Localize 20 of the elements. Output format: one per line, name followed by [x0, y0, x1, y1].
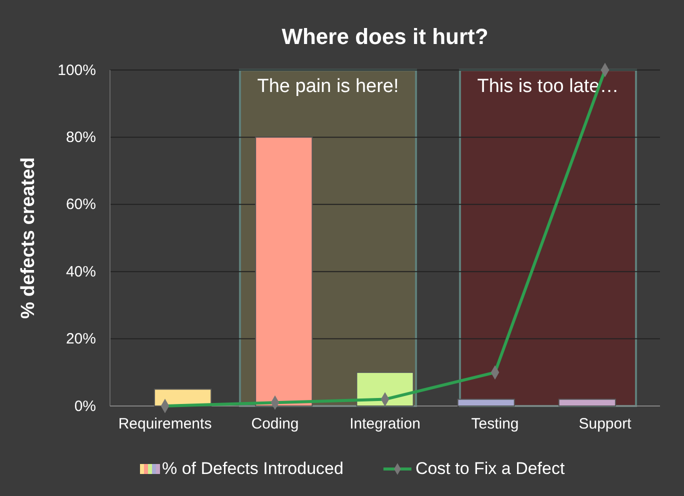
- x-tick-label: Integration: [350, 416, 420, 433]
- bar: [457, 398, 515, 406]
- band-label: The pain is here!: [257, 76, 399, 97]
- y-tick-label: 0%: [74, 398, 96, 415]
- x-tick-label: Testing: [471, 416, 519, 433]
- legend-label: % of Defects Introduced: [162, 459, 344, 478]
- y-tick-label: 40%: [66, 263, 96, 280]
- y-tick-label: 20%: [66, 330, 96, 348]
- y-axis-title: % defects created: [18, 157, 39, 319]
- bar: [255, 136, 313, 406]
- chart-title: Where does it hurt?: [282, 24, 488, 49]
- y-tick-label: 100%: [58, 62, 96, 79]
- x-tick-label: Coding: [251, 416, 299, 433]
- y-tick-label: 80%: [66, 129, 96, 146]
- band-label: This is too late…: [477, 76, 619, 97]
- bar: [558, 398, 616, 406]
- y-tick-label: 60%: [66, 196, 96, 214]
- legend-label: Cost to Fix a Defect: [415, 459, 565, 478]
- x-tick-label: Requirements: [118, 416, 212, 433]
- x-tick-label: Support: [578, 416, 632, 433]
